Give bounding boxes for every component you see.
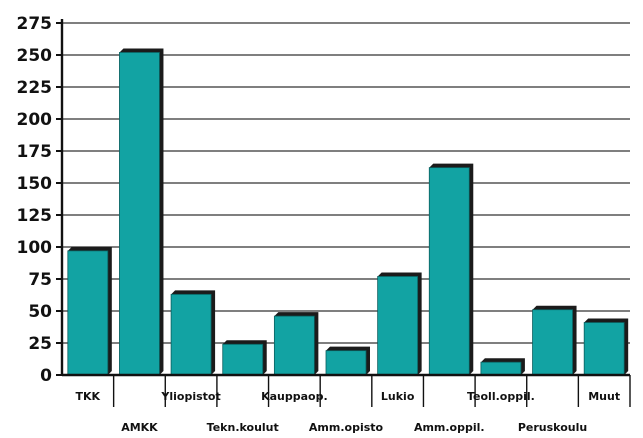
y-tick-label: 200 (17, 110, 53, 130)
category-label: Amm.opisto (309, 421, 384, 434)
category-label: AMKK (121, 421, 158, 434)
y-tick-label: 175 (17, 142, 53, 162)
y-tick-label: 275 (17, 14, 53, 34)
y-tick-label: 0 (40, 366, 52, 386)
y-tick-label: 150 (17, 174, 53, 194)
bar-layer (67, 48, 629, 376)
category-label: Peruskoulu (518, 421, 587, 434)
axis-layer (56, 19, 631, 407)
bar (67, 250, 109, 376)
category-label: Teoll.oppil. (467, 390, 535, 403)
y-tick-label: 125 (17, 206, 53, 226)
bar (532, 309, 573, 376)
y-tick-label: 225 (17, 78, 53, 98)
category-label: Tekn.koulut (207, 421, 279, 434)
category-label: Muut (588, 390, 620, 403)
bar-shadow (480, 358, 525, 375)
bar-shadow (222, 340, 267, 375)
bar (273, 315, 315, 376)
bar (119, 52, 160, 376)
bar (170, 293, 212, 376)
bar (377, 276, 419, 376)
bar (583, 322, 625, 376)
y-tick-label: 25 (28, 334, 52, 354)
category-label: Amm.oppil. (414, 421, 485, 434)
y-tick-label: 75 (28, 270, 52, 290)
bar (428, 167, 470, 376)
y-tick-label: 100 (17, 238, 53, 258)
category-label: Yliopistot (160, 390, 220, 403)
bar-shadow (326, 346, 370, 375)
category-label: Kauppaop. (261, 390, 328, 403)
y-tick-label: 50 (28, 302, 52, 322)
bar (480, 361, 522, 376)
y-tick-label: 250 (17, 46, 53, 66)
category-label: Lukio (381, 390, 415, 403)
bar (222, 343, 264, 376)
label-layer: 0 25 50 75 100 125 150 175 200 225 250 275 TKK AMKK Yl… (17, 14, 621, 434)
category-label: TKK (76, 390, 101, 403)
bar (325, 350, 367, 376)
